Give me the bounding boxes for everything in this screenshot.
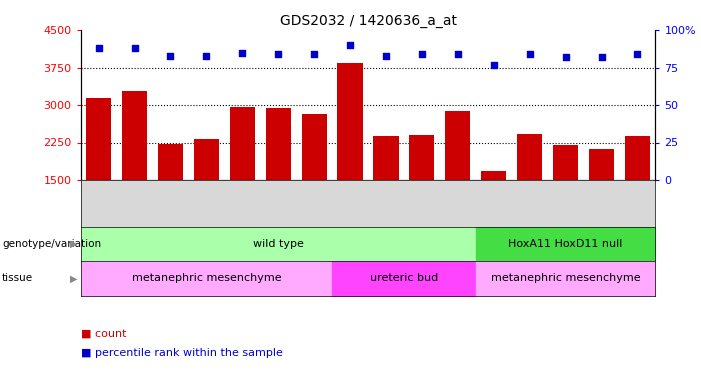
Bar bbox=[193, 139, 219, 180]
Bar bbox=[301, 114, 327, 180]
Text: tissue: tissue bbox=[2, 273, 33, 284]
Text: metanephric mesenchyme: metanephric mesenchyme bbox=[491, 273, 641, 284]
Bar bbox=[337, 63, 362, 180]
Text: ▶: ▶ bbox=[69, 239, 77, 249]
Text: metanephric mesenchyme: metanephric mesenchyme bbox=[132, 273, 281, 284]
Point bbox=[452, 51, 463, 57]
Point bbox=[93, 45, 104, 51]
Bar bbox=[481, 171, 506, 180]
Point bbox=[129, 45, 140, 51]
Text: ■ count: ■ count bbox=[81, 329, 126, 339]
Point bbox=[596, 54, 607, 60]
Text: HoxA11 HoxD11 null: HoxA11 HoxD11 null bbox=[508, 239, 622, 249]
Point bbox=[344, 42, 355, 48]
Bar bbox=[122, 91, 147, 180]
Bar bbox=[86, 98, 111, 180]
Point bbox=[165, 53, 176, 58]
Bar bbox=[553, 145, 578, 180]
Point bbox=[560, 54, 571, 60]
Point bbox=[237, 50, 248, 55]
Point bbox=[381, 53, 392, 58]
Bar bbox=[266, 108, 291, 180]
Bar bbox=[625, 136, 650, 180]
Text: wild type: wild type bbox=[253, 239, 304, 249]
Bar bbox=[445, 111, 470, 180]
Text: ureteric bud: ureteric bud bbox=[370, 273, 438, 284]
Point bbox=[488, 62, 499, 68]
Point bbox=[200, 53, 212, 58]
Bar bbox=[374, 135, 399, 180]
Bar bbox=[158, 144, 183, 180]
Point bbox=[632, 51, 643, 57]
Point bbox=[416, 51, 428, 57]
Bar bbox=[230, 106, 255, 180]
Text: ■ percentile rank within the sample: ■ percentile rank within the sample bbox=[81, 348, 283, 357]
Title: GDS2032 / 1420636_a_at: GDS2032 / 1420636_a_at bbox=[280, 13, 456, 28]
Bar bbox=[409, 135, 435, 180]
Bar bbox=[517, 134, 543, 180]
Point bbox=[308, 51, 320, 57]
Point bbox=[273, 51, 284, 57]
Bar bbox=[589, 149, 614, 180]
Text: ▶: ▶ bbox=[69, 273, 77, 284]
Point bbox=[524, 51, 536, 57]
Text: genotype/variation: genotype/variation bbox=[2, 239, 101, 249]
